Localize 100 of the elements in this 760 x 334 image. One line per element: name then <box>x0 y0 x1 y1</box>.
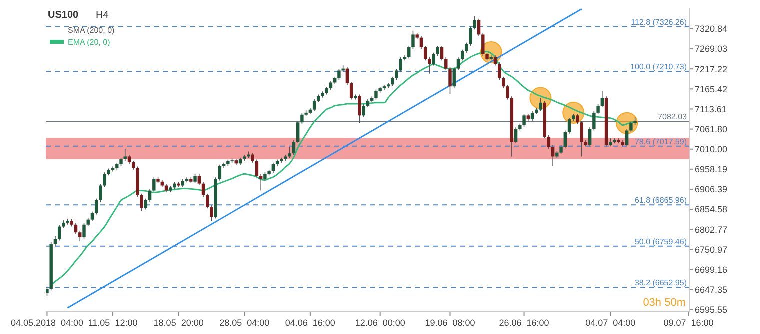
candlestick <box>90 211 94 222</box>
candlestick <box>530 111 534 122</box>
y-tick-label: 7165.42 <box>695 84 728 94</box>
y-tick-label: 6854.58 <box>695 204 728 215</box>
ref-line-label: 78.6 (7017.59) <box>634 137 688 146</box>
y-tick-label: 6750.97 <box>695 244 728 255</box>
ref-line-label: 61.8 (6865.96) <box>634 196 688 206</box>
ref-line-label: 100.0 (7210.73) <box>630 62 688 72</box>
x-tick-label: 04.06 16:00 <box>285 318 336 328</box>
candlestick <box>300 112 304 125</box>
candlestick <box>148 188 152 202</box>
y-tick-label: 6958.19 <box>695 164 728 175</box>
candlestick <box>346 66 350 86</box>
candlestick <box>506 84 510 100</box>
candlestick <box>432 52 436 66</box>
candlestick <box>580 120 584 158</box>
candlestick <box>564 130 567 149</box>
x-tick-label: 04.05.2018 04:00 <box>10 318 84 328</box>
candlestick <box>477 18 481 37</box>
x-tick-label: 12.06 00:00 <box>355 318 406 328</box>
y-tick-label: 6595.55 <box>695 305 728 315</box>
candlestick <box>482 32 485 56</box>
candlestick <box>420 36 424 50</box>
x-tick-label: 26.06 16:00 <box>499 318 550 328</box>
candlestick <box>338 68 341 80</box>
chart-subtitle: H4 <box>96 10 110 21</box>
y-tick-label: 7269.03 <box>695 44 728 54</box>
candlestick <box>600 90 604 108</box>
y-tick-label: 7010.00 <box>695 144 728 154</box>
candlestick <box>408 46 411 60</box>
candlestick <box>391 76 394 87</box>
candlestick <box>576 114 580 125</box>
y-tick-label: 7113.61 <box>695 104 727 114</box>
candlestick <box>103 172 106 188</box>
legend-label: EMA (20, 0) <box>68 38 111 47</box>
candlestick <box>444 57 448 71</box>
candlestick <box>551 145 555 167</box>
y-tick-label: 7217.22 <box>695 64 728 74</box>
candlestick <box>494 55 498 66</box>
candlestick <box>206 193 210 209</box>
candlestick <box>514 127 518 144</box>
candlestick <box>78 230 82 242</box>
ref-line-label: 50.0 (6759.46) <box>634 237 688 246</box>
candlestick <box>452 66 456 89</box>
candlestick <box>46 286 49 297</box>
candlestick <box>218 164 222 182</box>
candlestick <box>547 135 551 150</box>
candlestick <box>312 98 316 112</box>
y-tick-label: 6699.16 <box>695 264 728 275</box>
annotation: SMA (200, 0) <box>68 26 116 35</box>
candlestick <box>58 224 62 242</box>
candlestick <box>362 104 366 118</box>
x-tick-label: 19.06 08:00 <box>425 318 476 328</box>
candlestick <box>82 222 86 240</box>
candlestick <box>94 198 98 216</box>
x-tick-label: 11.05 12:00 <box>88 318 138 328</box>
candlestick <box>568 118 572 134</box>
candlestick <box>456 57 460 71</box>
candlestick <box>255 159 259 178</box>
candlestick <box>498 62 502 80</box>
x-tick-label: 09.07 16:00 <box>664 318 714 328</box>
candlestick <box>502 76 506 89</box>
y-tick-label: 6647.35 <box>695 284 728 295</box>
candlestick <box>259 174 263 192</box>
candlestick <box>251 152 254 164</box>
candlestick <box>74 222 78 235</box>
x-tick-label: 28.05 04:00 <box>220 318 270 328</box>
candlestick <box>596 104 600 115</box>
candlestick <box>152 177 156 193</box>
candlestick <box>630 121 633 133</box>
y-tick-label: 6906.39 <box>695 184 728 195</box>
annotation: 03h 50m <box>643 297 686 309</box>
candlestick <box>539 98 542 112</box>
candlestick <box>99 184 102 202</box>
candlestick <box>465 42 468 54</box>
candlestick <box>473 16 477 30</box>
x-tick-label: 18.05 20:00 <box>154 318 204 328</box>
candlestick <box>399 57 402 73</box>
y-tick-label: 7320.84 <box>695 24 728 34</box>
candlestick <box>440 46 444 62</box>
candlestick <box>202 182 206 198</box>
candlestick <box>522 114 526 128</box>
candlestick <box>210 205 214 222</box>
ref-line-label: 7082.03 <box>658 112 688 122</box>
candlestick <box>144 198 148 210</box>
candlestick <box>292 140 296 156</box>
y-tick-label: 7061.80 <box>695 124 728 134</box>
chart-title: US100 <box>48 10 80 21</box>
candlestick <box>469 26 472 46</box>
candlestick <box>140 193 144 212</box>
candlestick <box>272 162 276 174</box>
candlestick <box>54 236 58 247</box>
candlestick <box>296 120 300 144</box>
candlestick <box>428 57 432 74</box>
candlestick <box>588 127 592 148</box>
candlestick <box>124 148 127 162</box>
candlestick <box>288 146 292 159</box>
candlestick <box>198 174 201 186</box>
x-tick-label: 04.07 04:00 <box>586 318 636 328</box>
candlestick <box>374 89 378 100</box>
